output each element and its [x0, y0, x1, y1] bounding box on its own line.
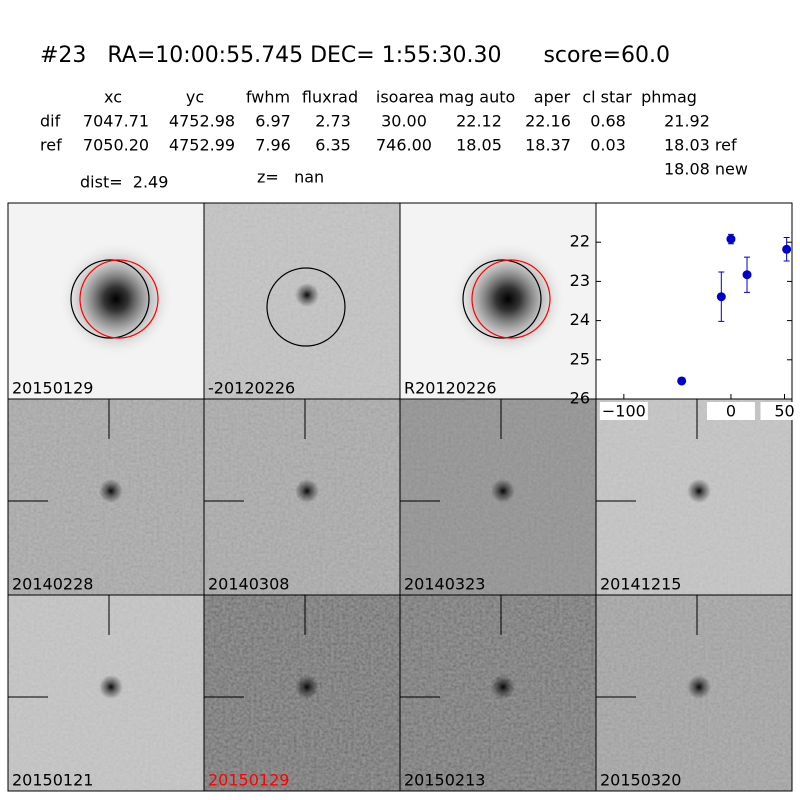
stamp-frame — [595, 594, 793, 792]
source — [99, 479, 123, 503]
point — [742, 270, 752, 280]
stamp: 20140308 — [203, 398, 401, 596]
source — [491, 479, 515, 503]
dist: dist= 2.49 — [80, 173, 168, 192]
phmag-new: 18.08 new — [664, 160, 748, 179]
table-cell: 21.92 — [664, 112, 710, 131]
source — [56, 239, 176, 359]
stamp: 20140228 — [7, 398, 205, 596]
point — [716, 292, 726, 302]
x-tick-label: −100 — [602, 402, 646, 421]
source — [295, 283, 319, 307]
point — [726, 234, 736, 244]
x-tick-label: 50 — [774, 402, 794, 421]
stamp-label: 20150129 — [208, 771, 289, 790]
tick-label-bg — [706, 402, 755, 420]
stamp: 20150129 — [7, 202, 205, 400]
new-circle — [79, 259, 159, 339]
point — [677, 376, 687, 386]
stamp: 20150320 — [595, 594, 793, 792]
column-header: isoarea — [376, 88, 434, 107]
table-cell: 7.96 — [255, 136, 291, 155]
table-cell: 7047.71 — [83, 112, 149, 131]
stamp-label: 20150129 — [12, 379, 93, 398]
stamp: 20150129 — [203, 594, 401, 792]
stamp-label: 20150121 — [12, 771, 93, 790]
row-label: ref — [40, 136, 62, 155]
stamp-label: 20140228 — [12, 575, 93, 594]
column-header: fwhm — [246, 88, 290, 107]
x-tick-label: 0 — [726, 402, 736, 421]
stamp-label: 20150320 — [600, 771, 681, 790]
table-cell: 4752.98 — [169, 112, 235, 131]
stamp: 20150213 — [399, 594, 597, 792]
source — [448, 239, 568, 359]
stamp-label: 20140308 — [208, 575, 289, 594]
z: z= nan — [257, 168, 324, 187]
y-tick-label: 22 — [570, 232, 590, 251]
table-cell: 7050.20 — [83, 136, 149, 155]
y-tick-label: 24 — [570, 310, 590, 329]
source — [99, 675, 123, 699]
stamp: R20120226 — [399, 202, 597, 400]
stamp: -20120226 — [203, 202, 401, 400]
column-header: xc — [104, 88, 122, 107]
source — [295, 675, 319, 699]
table-cell: 22.12 — [456, 112, 502, 131]
stamp-label: -20120226 — [208, 379, 295, 398]
table-cell: 746.00 — [376, 136, 432, 155]
table-cell: 6.97 — [255, 112, 291, 131]
tick-label-bg — [760, 402, 800, 420]
table-cell: 18.03 ref — [664, 136, 737, 155]
table-cell: 0.68 — [590, 112, 626, 131]
stamp-label: 20150213 — [404, 771, 485, 790]
tick-label-bg — [599, 402, 648, 420]
source — [295, 479, 319, 503]
source — [687, 479, 711, 503]
y-tick-label: 25 — [570, 349, 590, 368]
stamp-label: 20141215 — [600, 575, 681, 594]
point — [782, 244, 792, 254]
stamp: 20150121 — [7, 594, 205, 792]
plot-area — [595, 202, 793, 400]
column-header: fluxrad — [302, 88, 358, 107]
table-cell: 18.37 — [525, 136, 571, 155]
table-cell: 6.35 — [315, 136, 351, 155]
stamp: 20140323 — [399, 398, 597, 596]
table-cell: 2.73 — [315, 112, 351, 131]
table-cell: 18.05 — [456, 136, 502, 155]
source — [687, 675, 711, 699]
column-header: yc — [186, 88, 204, 107]
ref-circle — [70, 259, 150, 339]
y-tick-label: 26 — [570, 389, 590, 408]
y-tick-label: 23 — [570, 271, 590, 290]
stamp-label: R20120226 — [404, 379, 497, 398]
column-header: mag auto — [439, 88, 516, 107]
table-cell: 0.03 — [590, 136, 626, 155]
column-header: aper — [534, 88, 571, 107]
title: #23 RA=10:00:55.745 DEC= 1:55:30.30 scor… — [40, 43, 670, 68]
source — [491, 675, 515, 699]
new-circle — [471, 259, 551, 339]
ref-circle — [266, 267, 346, 347]
stamp-label: 20140323 — [404, 575, 485, 594]
table-cell: 22.16 — [525, 112, 571, 131]
column-header: cl star — [582, 88, 632, 107]
stamp: 20141215 — [595, 398, 793, 596]
column-header: phmag — [641, 88, 697, 107]
row-label: dif — [40, 112, 61, 131]
ref-circle — [462, 259, 542, 339]
table-cell: 4752.99 — [169, 136, 235, 155]
table-cell: 30.00 — [381, 112, 427, 131]
